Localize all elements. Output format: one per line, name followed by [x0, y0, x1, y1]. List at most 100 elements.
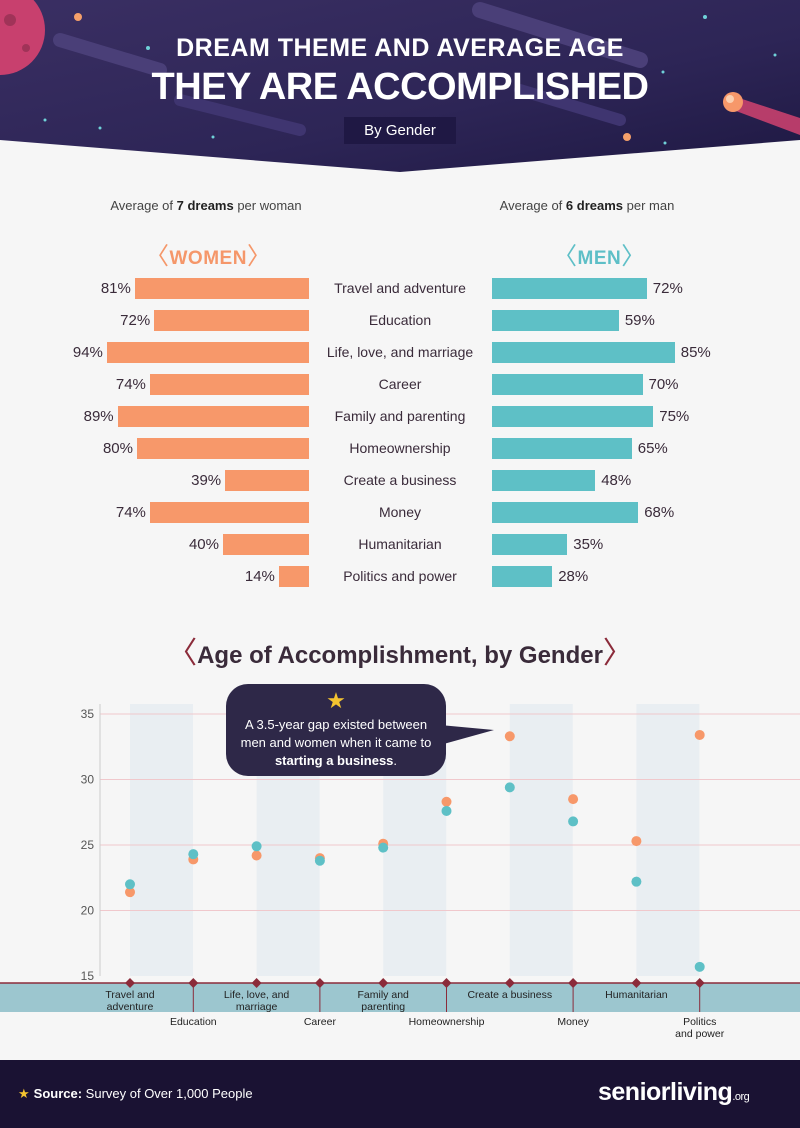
- women-bar: [278, 566, 309, 587]
- source-note: ★ Source: Survey of Over 1,000 People: [18, 1086, 253, 1101]
- men-bar: [492, 534, 568, 555]
- category-label: Money: [378, 504, 422, 520]
- men-bar: [492, 278, 647, 299]
- men-pct-label: 75%: [659, 408, 690, 425]
- men-average: Average of 6 dreams per man: [499, 198, 675, 213]
- men-point: [568, 816, 579, 827]
- callout-pointer: [440, 725, 494, 745]
- women-pct-label: 80%: [102, 440, 133, 457]
- comet-tail: [728, 95, 800, 135]
- men-pct-label: 70%: [648, 376, 679, 393]
- x-category-label: Family and: [358, 989, 410, 1001]
- y-tick-label: 15: [81, 969, 95, 983]
- header-banner: DREAM THEME AND AVERAGE AGE THEY ARE ACC…: [0, 0, 800, 175]
- category-label: Homeownership: [349, 440, 451, 456]
- women-point: [568, 794, 579, 805]
- x-axis-band: [0, 983, 800, 1012]
- x-category-label: Homeownership: [409, 1016, 485, 1028]
- women-pct-label: 89%: [83, 408, 114, 425]
- star-icon: ★: [18, 1086, 30, 1101]
- callout-bubble: ★ A 3.5-year gap existed between men and…: [226, 684, 446, 776]
- men-point: [251, 841, 262, 852]
- category-label: Humanitarian: [358, 536, 442, 552]
- women-bar: [149, 502, 309, 523]
- footer: ★ Source: Survey of Over 1,000 People sen…: [0, 1060, 800, 1128]
- x-category-label: marriage: [236, 1001, 278, 1013]
- category-marker: [694, 978, 705, 988]
- category-marker: [125, 978, 135, 988]
- women-bar: [149, 374, 309, 395]
- category-marker: [378, 978, 389, 988]
- women-point: [125, 887, 135, 898]
- men-pct-label: 35%: [573, 536, 604, 553]
- star-icon: ★: [326, 688, 346, 713]
- column-band: [636, 704, 700, 976]
- category-label: Education: [368, 312, 432, 328]
- women-pct-label: 94%: [72, 344, 103, 361]
- category-label: Politics and power: [343, 568, 457, 584]
- x-category-label: Politics: [683, 1016, 716, 1028]
- y-tick-label: 30: [81, 773, 95, 787]
- men-point: [441, 805, 452, 816]
- men-point: [694, 961, 705, 972]
- women-bar: [134, 278, 309, 299]
- men-point: [504, 782, 515, 793]
- women-pct-label: 14%: [244, 568, 275, 585]
- men-bar: [492, 310, 619, 331]
- men-pct-label: 85%: [680, 344, 711, 361]
- star-icon: [74, 13, 82, 21]
- scatter-chart-title: 〈Age of Accomplishment, by Gender〉: [167, 637, 633, 670]
- category-label: Life, love, and marriage: [326, 344, 474, 360]
- men-pct-label: 72%: [652, 280, 683, 297]
- space-background: [0, 0, 800, 172]
- men-point: [125, 879, 135, 890]
- column-band: [509, 704, 573, 976]
- category-marker: [631, 978, 642, 988]
- women-bar: [137, 438, 309, 459]
- x-category-label: Life, love, and: [224, 989, 290, 1001]
- women-bar: [106, 342, 309, 363]
- y-tick-label: 20: [81, 904, 95, 918]
- category-marker: [314, 978, 325, 988]
- y-tick-label: 25: [81, 838, 95, 852]
- category-marker: [188, 978, 199, 988]
- category-label: Career: [378, 376, 422, 392]
- women-bar: [223, 534, 309, 555]
- x-category-label: adventure: [107, 1001, 154, 1013]
- women-bar: [225, 470, 309, 491]
- x-category-label: Travel and: [105, 989, 154, 1001]
- women-point: [694, 729, 705, 740]
- men-pct-label: 28%: [558, 568, 589, 585]
- men-pct-label: 68%: [644, 504, 675, 521]
- column-band: [130, 704, 193, 976]
- men-bar: [492, 406, 654, 427]
- subtitle-badge: By Gender: [344, 117, 456, 144]
- y-tick-label: 35: [81, 707, 95, 721]
- men-bar: [492, 470, 596, 491]
- women-bar: [117, 406, 309, 427]
- men-bar: [492, 566, 553, 587]
- women-point: [631, 836, 642, 847]
- men-point: [631, 876, 642, 887]
- men-bar: [492, 342, 675, 363]
- women-pct-label: 74%: [115, 504, 146, 521]
- brand-logo: seniorliving.org: [598, 1078, 750, 1106]
- x-category-label: Money: [557, 1016, 589, 1028]
- women-pct-label: 81%: [100, 280, 131, 297]
- category-label: Family and parenting: [334, 408, 466, 424]
- title-line-1: DREAM THEME AND AVERAGE AGE: [176, 34, 624, 62]
- category-label: Create a business: [343, 472, 457, 488]
- x-category-label: and power: [675, 1028, 725, 1040]
- women-pct-label: 39%: [191, 472, 222, 489]
- men-point: [314, 855, 325, 866]
- x-category-label: parenting: [361, 1001, 405, 1013]
- category-marker: [504, 978, 515, 988]
- x-category-label: Education: [170, 1016, 217, 1028]
- title-line-2: THEY ARE ACCOMPLISHED: [151, 66, 649, 108]
- men-point: [188, 849, 199, 860]
- star-icon: [623, 133, 631, 141]
- x-category-label: Career: [304, 1016, 337, 1028]
- men-pct-label: 48%: [601, 472, 632, 489]
- women-pct-label: 72%: [120, 312, 151, 329]
- category-label: Travel and adventure: [334, 280, 466, 296]
